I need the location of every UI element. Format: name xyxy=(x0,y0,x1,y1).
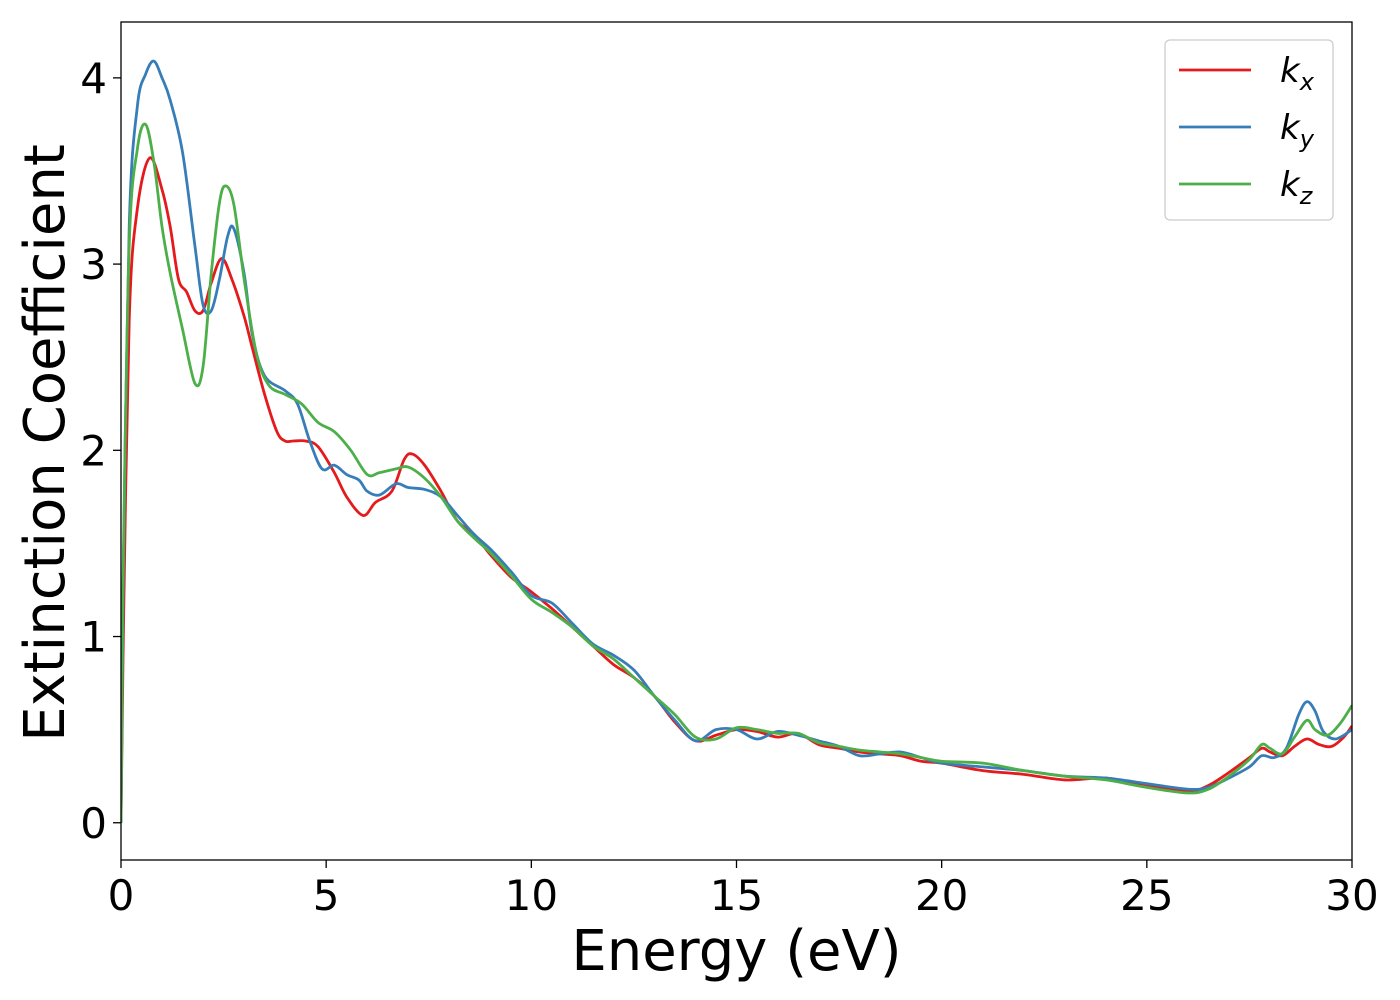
x-tick-label: 25 xyxy=(1120,871,1173,920)
legend-label-subscript: z xyxy=(1299,182,1314,210)
series-lines xyxy=(121,59,1352,823)
series-line-ky xyxy=(121,59,1352,823)
y-tick-label: 0 xyxy=(80,799,107,848)
x-tick-label: 5 xyxy=(313,871,340,920)
series-line-kx xyxy=(121,156,1352,823)
legend-label-main: k xyxy=(1280,51,1301,91)
legend-label-kx: kx xyxy=(1280,51,1315,96)
legend-label-main: k xyxy=(1280,165,1301,205)
x-tick-label: 10 xyxy=(505,871,558,920)
y-tick-label: 1 xyxy=(80,613,107,662)
y-tick-label: 3 xyxy=(80,240,107,289)
x-tick-label: 30 xyxy=(1325,871,1378,920)
x-tick-label: 0 xyxy=(108,871,135,920)
x-tick-label: 15 xyxy=(710,871,763,920)
x-tick-label: 20 xyxy=(915,871,968,920)
legend-label-ky: ky xyxy=(1280,108,1315,153)
legend-label-subscript: x xyxy=(1299,68,1315,96)
x-axis: 0 5 10 15 20 25 30 xyxy=(108,860,1379,920)
legend-box xyxy=(1164,39,1334,221)
y-tick-label: 2 xyxy=(80,426,107,475)
x-axis-title: Energy (eV) xyxy=(571,919,901,984)
legend-label-main: k xyxy=(1280,108,1301,148)
y-tick-label: 4 xyxy=(80,54,107,103)
legend-label-subscript: y xyxy=(1299,125,1315,153)
y-axis-title: Extinction Coefficient xyxy=(13,144,78,742)
series-line-kz xyxy=(121,122,1352,823)
legend-label-kz: kz xyxy=(1280,165,1314,210)
y-axis: 0 1 2 3 4 xyxy=(80,54,121,848)
